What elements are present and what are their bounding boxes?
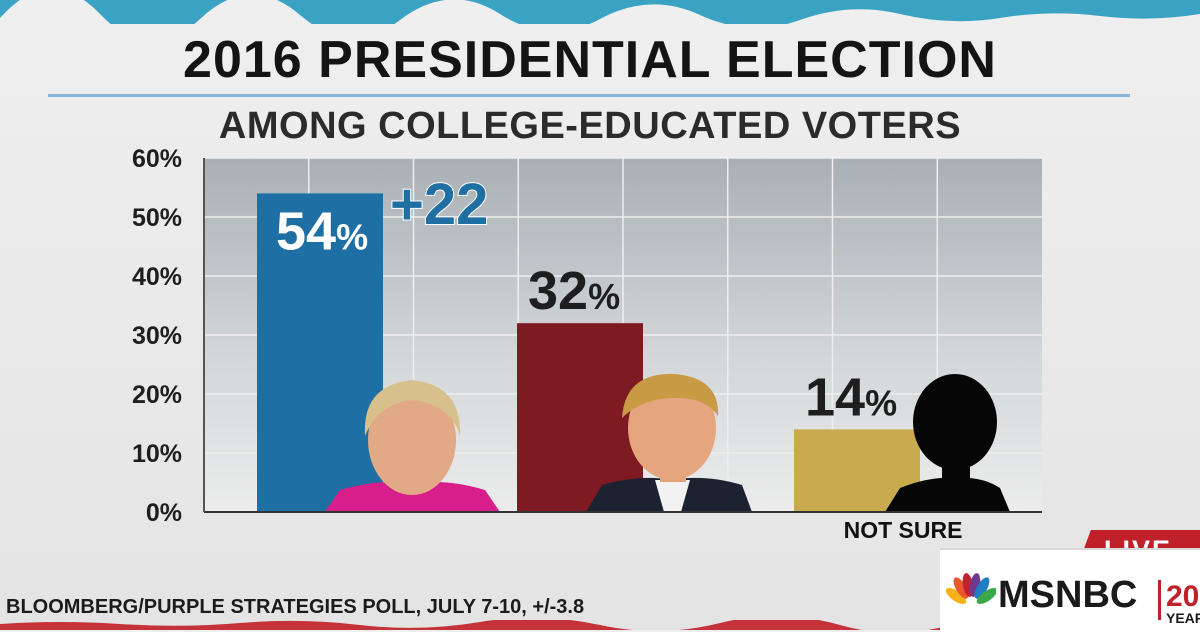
bottom-decorative-stripe <box>0 620 1200 630</box>
y-tick-label: 20% <box>132 381 182 409</box>
top-decorative-stripe <box>0 0 1200 24</box>
value-label-2: 32% <box>528 261 620 321</box>
value-label-1: 54% <box>276 201 368 261</box>
y-tick-label: 0% <box>146 499 182 527</box>
poll-source: BLOOMBERG/PURPLE STRATEGIES POLL, JULY 7… <box>6 596 585 618</box>
value-labels: 54% 32% 14% <box>276 201 897 427</box>
value-label-3: 14% <box>805 367 897 427</box>
title-divider <box>48 94 1130 97</box>
category-labels: NOT SURE <box>844 517 963 543</box>
y-axis-ticks: 0% 10% 20% 30% 40% 50% 60% <box>132 145 182 527</box>
chart-subtitle: AMONG COLLEGE-EDUCATED VOTERS <box>218 105 962 147</box>
logo-divider <box>1158 580 1161 620</box>
bar-1 <box>257 193 383 512</box>
anniversary-label: YEAR <box>1166 610 1200 626</box>
y-tick-label: 60% <box>132 145 182 173</box>
y-tick-label: 50% <box>132 204 182 232</box>
y-tick-label: 40% <box>132 263 182 291</box>
candidate-1-photo <box>325 380 500 512</box>
network-name: MSNBC <box>998 574 1138 616</box>
chart-title: 2016 PRESIDENTIAL ELECTION <box>183 31 997 89</box>
candidate-2-photo <box>586 373 752 512</box>
y-tick-label: 30% <box>132 322 182 350</box>
unknown-person-silhouette <box>885 374 1010 512</box>
anniversary-number: 20 <box>1166 580 1200 613</box>
peacock-icon <box>946 573 996 605</box>
network-logo: MSNBC 20 YEAR <box>940 548 1200 632</box>
y-tick-label: 10% <box>132 440 182 468</box>
category-label-3: NOT SURE <box>844 517 963 543</box>
margin-annotation: +22 <box>390 172 488 237</box>
